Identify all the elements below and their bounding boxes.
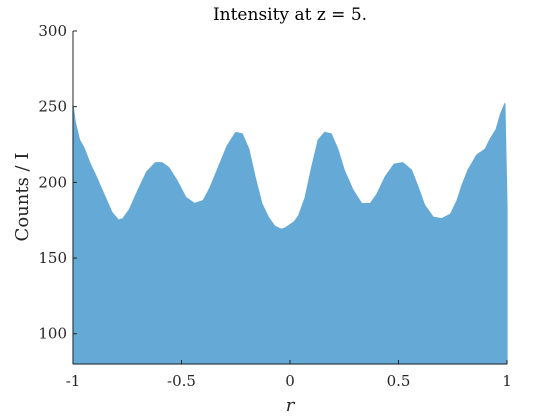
x-tick-label: -0.5 (167, 372, 196, 390)
x-tick-label: -1 (66, 372, 81, 390)
x-axis-title: r (286, 395, 296, 416)
y-tick-label: 150 (38, 249, 67, 267)
x-tick-label: 1 (502, 372, 512, 390)
intensity-area (72, 103, 508, 365)
plot-area (72, 103, 508, 365)
chart-title: Intensity at z = 5. (213, 5, 367, 25)
x-tick-label: 0 (285, 372, 295, 390)
y-axis-title: Counts / I (12, 153, 33, 242)
axes: -1 -0.5 0 0.5 1 100 150 200 250 300 (38, 22, 511, 390)
y-tick-label: 300 (38, 22, 67, 40)
y-tick-label: 100 (38, 325, 67, 343)
x-tick-label: 0.5 (387, 372, 411, 390)
y-tick-label: 200 (38, 173, 67, 191)
y-tick-label: 250 (38, 98, 67, 116)
